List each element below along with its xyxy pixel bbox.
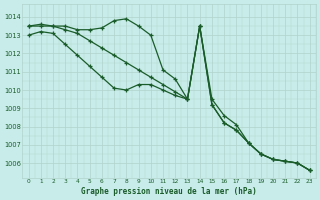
X-axis label: Graphe pression niveau de la mer (hPa): Graphe pression niveau de la mer (hPa)	[81, 187, 257, 196]
